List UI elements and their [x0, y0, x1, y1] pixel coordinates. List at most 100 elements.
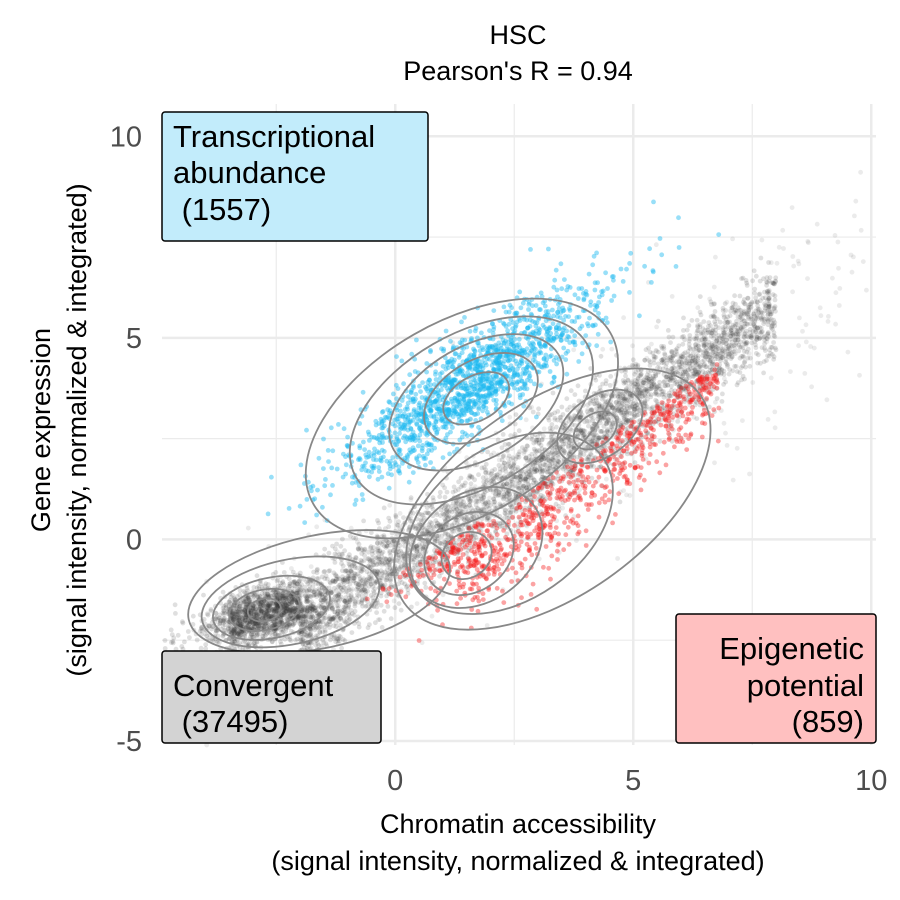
- convergent-point: [427, 554, 432, 560]
- convergent-point: [566, 443, 572, 449]
- convergent-point: [360, 588, 365, 594]
- convergent-point: [506, 461, 511, 467]
- convergent-point: [702, 337, 708, 343]
- convergent-point: [748, 355, 753, 361]
- convergent-point: [267, 605, 272, 611]
- convergent-point: [244, 602, 250, 608]
- convergent-point: [368, 593, 374, 598]
- convergent-point: [654, 399, 660, 404]
- convergent-point: [489, 534, 494, 540]
- convergent-point: [413, 523, 418, 529]
- convergent-point: [498, 487, 504, 493]
- convergent-point: [751, 311, 757, 317]
- convergent-point: [537, 501, 543, 507]
- convergent-point: [707, 330, 713, 335]
- convergent-point: [292, 597, 298, 603]
- convergent-point: [468, 498, 474, 504]
- convergent-point: [348, 608, 354, 613]
- convergent-point: [648, 386, 654, 392]
- convergent-point: [340, 563, 346, 569]
- convergent-point: [584, 419, 590, 424]
- convergent-point: [294, 581, 300, 587]
- convergent-point: [345, 568, 350, 574]
- convergent-point: [387, 557, 393, 562]
- convergent-point: [324, 598, 330, 604]
- convergent-point: [639, 388, 644, 393]
- convergent-point: [504, 494, 510, 500]
- convergent-point: [442, 494, 448, 500]
- convergent-point: [734, 322, 740, 327]
- convergent-point: [527, 492, 533, 497]
- convergent-point: [274, 603, 280, 609]
- convergent-point: [495, 472, 500, 478]
- convergent-point: [240, 623, 246, 629]
- convergent-point: [362, 587, 367, 592]
- convergent-point: [240, 600, 246, 606]
- convergent-point: [767, 275, 773, 280]
- convergent-point: [323, 573, 329, 579]
- convergent-point: [354, 580, 359, 586]
- convergent-point: [236, 617, 242, 623]
- convergent-point: [563, 469, 569, 474]
- convergent-point: [682, 367, 688, 373]
- convergent-point: [430, 506, 436, 512]
- convergent-point: [296, 615, 302, 621]
- convergent-point: [666, 390, 672, 396]
- convergent-point: [339, 551, 344, 557]
- convergent-point: [523, 485, 529, 491]
- convergent-point: [501, 482, 506, 488]
- convergent-point: [334, 597, 340, 603]
- convergent-point: [730, 368, 736, 374]
- convergent-point: [240, 617, 245, 623]
- convergent-point: [277, 596, 283, 602]
- convergent-point: [744, 280, 750, 286]
- convergent-point: [274, 602, 279, 608]
- convergent-point: [500, 454, 506, 460]
- convergent-point: [729, 331, 735, 336]
- convergent-point: [543, 459, 549, 465]
- convergent-point: [238, 614, 244, 620]
- convergent-point: [462, 502, 468, 508]
- convergent-point: [675, 369, 680, 375]
- convergent-point: [304, 599, 310, 605]
- convergent-point: [494, 472, 499, 478]
- convergent-point: [644, 377, 649, 383]
- convergent-point: [442, 531, 448, 537]
- convergent-point: [742, 301, 747, 306]
- convergent-point: [592, 438, 598, 444]
- convergent-point: [249, 608, 255, 613]
- convergent-point: [296, 613, 301, 619]
- convergent-point: [453, 502, 459, 508]
- convergent-point: [234, 631, 240, 636]
- convergent-point: [506, 495, 512, 501]
- convergent-point: [727, 351, 733, 357]
- convergent-point: [745, 295, 751, 301]
- convergent-point: [738, 344, 744, 350]
- points-layer: [162, 169, 869, 748]
- convergent-point: [476, 522, 482, 528]
- convergent-point: [605, 416, 611, 422]
- convergent-point: [710, 359, 715, 365]
- convergent-point: [643, 406, 648, 412]
- convergent-point: [341, 607, 347, 613]
- convergent-point: [249, 631, 255, 637]
- convergent-point: [521, 472, 527, 477]
- convergent-point: [346, 596, 352, 601]
- convergent-point: [298, 611, 304, 617]
- convergent-point: [742, 360, 747, 366]
- convergent-point: [284, 600, 289, 605]
- convergent-point: [346, 561, 352, 567]
- convergent-point: [348, 568, 354, 574]
- convergent-point: [603, 393, 608, 399]
- convergent-point: [282, 636, 288, 642]
- convergent-point: [744, 340, 750, 346]
- convergent-point: [530, 492, 536, 498]
- convergent-point: [599, 403, 605, 409]
- convergent-point: [657, 438, 663, 444]
- convergent-point: [636, 373, 642, 378]
- chart-subtitle: Pearson's R = 0.94: [403, 56, 633, 86]
- convergent-point: [303, 629, 308, 635]
- convergent-point: [453, 488, 458, 494]
- convergent-point: [771, 281, 776, 287]
- convergent-point: [291, 597, 297, 603]
